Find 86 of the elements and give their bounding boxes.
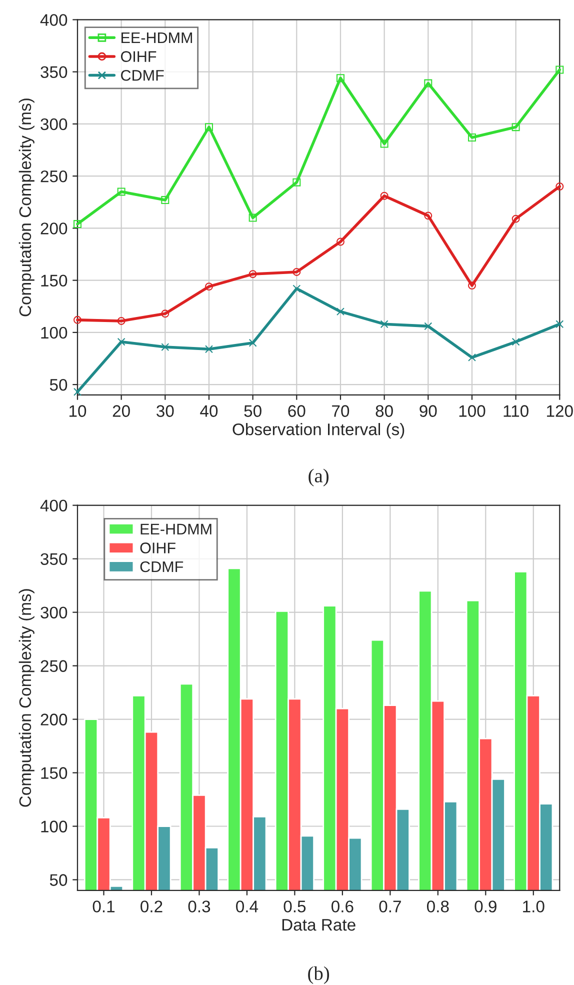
x-tick-label: 0.4 [236, 900, 258, 912]
point [424, 79, 432, 88]
legend-label: EE-HDMM [122, 32, 192, 43]
point [556, 182, 564, 190]
x-tick-label: 50 [244, 405, 262, 417]
x-tick-label: 0.9 [474, 900, 496, 912]
point [248, 338, 257, 347]
y-axis-title: Computation Complexity (ms) [18, 589, 34, 807]
x-tick-label: 40 [200, 405, 218, 417]
point [336, 308, 344, 316]
y-tick-label: 100 [41, 820, 68, 832]
x-tick-label: 0.7 [379, 900, 401, 912]
point [292, 268, 301, 276]
text: (b) [308, 966, 330, 984]
point [74, 316, 82, 324]
point [512, 214, 520, 223]
x-tick-label: 120 [547, 405, 573, 417]
point [336, 238, 344, 246]
point [248, 214, 257, 222]
point [292, 178, 301, 186]
x-axis-title: Data Rate [282, 919, 356, 931]
point [74, 388, 82, 396]
x-tick-label: 80 [376, 405, 393, 417]
legend-label: CDMF [140, 561, 184, 572]
point [380, 192, 388, 200]
point [380, 320, 388, 328]
point [204, 345, 213, 354]
x-tick-label: 70 [332, 405, 350, 417]
point [117, 188, 126, 196]
point [248, 270, 257, 278]
y-tick-label: 350 [40, 66, 68, 78]
legend-label: CDMF [121, 70, 164, 81]
x-tick-label: 30 [156, 405, 174, 417]
legend-label: EE-HDMM [140, 524, 212, 534]
point [117, 338, 126, 346]
point [468, 134, 476, 142]
point [424, 212, 432, 220]
y-tick-label: 200 [40, 714, 68, 726]
x-tick-label: 0.3 [188, 900, 210, 912]
y-tick-label: 350 [40, 553, 68, 565]
x-tick-label: 0.2 [140, 900, 162, 912]
point [161, 196, 170, 204]
y-tick-label: 100 [41, 326, 68, 339]
point [380, 140, 388, 148]
text: (a) [308, 468, 329, 486]
point [292, 284, 301, 293]
point [556, 66, 564, 74]
point [117, 316, 126, 325]
x-tick-label: 0.6 [332, 900, 354, 912]
x-axis-title: Observation Interval (s) [232, 423, 404, 439]
x-tick-label: 10 [69, 405, 86, 417]
legend-label: OIHF [120, 51, 156, 62]
point [424, 322, 432, 330]
x-tick-label: 90 [420, 405, 437, 417]
y-tick-label: 300 [40, 118, 68, 130]
y-tick-label: 50 [50, 378, 68, 391]
point [512, 123, 520, 132]
y-axis-title: Computation Complexity (ms) [18, 98, 34, 316]
point [161, 310, 170, 318]
x-tick-label: 20 [112, 405, 130, 417]
x-tick-label: 100 [459, 405, 486, 417]
y-tick-label: 250 [40, 170, 68, 182]
x-tick-label: 0.8 [426, 900, 449, 912]
point [74, 220, 82, 228]
y-tick-label: 300 [40, 606, 68, 618]
point [512, 338, 520, 346]
y-tick-label: 200 [40, 222, 68, 234]
y-tick-label: 150 [41, 274, 68, 287]
point [161, 343, 170, 352]
x-tick-label: 1.0 [523, 900, 544, 912]
y-tick-label: 400 [40, 14, 68, 26]
point [204, 282, 213, 291]
y-tick-label: 150 [41, 767, 68, 779]
point [336, 74, 344, 82]
x-tick-label: 60 [288, 405, 306, 417]
legend-label: OIHF [140, 542, 176, 554]
x-tick-label: 0.1 [92, 900, 115, 912]
point [468, 353, 476, 362]
point [468, 282, 476, 290]
x-tick-label: 0.5 [284, 900, 306, 912]
y-tick-label: 400 [40, 500, 68, 512]
y-tick-label: 250 [40, 660, 68, 672]
y-tick-label: 50 [50, 874, 68, 886]
point [556, 320, 564, 328]
point [204, 123, 213, 132]
x-tick-label: 110 [504, 405, 528, 417]
